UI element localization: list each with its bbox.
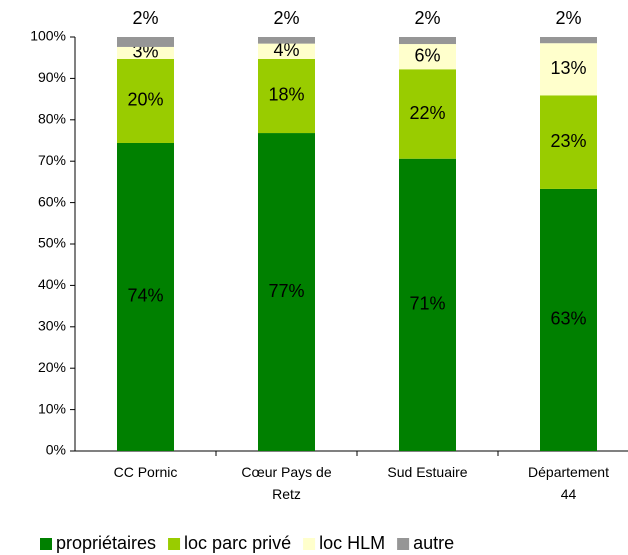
y-tick-label: 60% [38, 193, 66, 209]
bar-segment [540, 188, 597, 452]
bar-segment [399, 158, 456, 451]
y-tick-label: 70% [38, 152, 66, 168]
bar-segment [117, 37, 174, 47]
bar-segment [540, 37, 597, 44]
data-label: 74% [127, 286, 163, 306]
data-label: 2% [555, 8, 581, 28]
y-tick-label: 40% [38, 276, 66, 292]
x-tick-label: CC Pornic [113, 464, 178, 480]
y-tick-label: 10% [38, 400, 66, 416]
legend-label: propriétaires [56, 533, 156, 553]
x-tick-label: Département 44 [528, 464, 609, 502]
legend-swatch [397, 538, 410, 550]
data-label: 63% [550, 309, 586, 329]
legend-swatch [168, 538, 181, 550]
bar-segment [399, 69, 456, 159]
y-tick-label: 30% [38, 318, 66, 334]
bar-segment [258, 37, 315, 44]
y-tick-label: 20% [38, 359, 66, 375]
data-label: 18% [268, 85, 304, 105]
bar-segment [117, 46, 174, 59]
bar-segment [399, 37, 456, 45]
y-tick-label: 90% [38, 69, 66, 85]
data-label: 2% [273, 8, 299, 28]
bar-segment [399, 44, 456, 70]
data-label: 6% [414, 45, 440, 65]
legend-label: loc HLM [319, 533, 385, 553]
data-label: 20% [127, 90, 163, 110]
legend-swatch [303, 538, 316, 550]
data-label: 23% [550, 131, 586, 151]
legend-label: autre [413, 533, 454, 553]
data-label: 71% [409, 294, 445, 314]
data-label: 2% [414, 8, 440, 28]
data-label: 4% [273, 40, 299, 60]
bar-segment [117, 142, 174, 451]
data-label: 2% [132, 8, 158, 28]
y-tick-label: 100% [30, 28, 66, 44]
y-tick-label: 80% [38, 111, 66, 127]
bar-segment [540, 95, 597, 189]
legend-swatch [40, 538, 52, 550]
data-label: 77% [268, 281, 304, 301]
bar-segment [117, 58, 174, 143]
x-tick-label: Cœur Pays de Retz [241, 464, 332, 502]
legend-label: loc parc privé [184, 533, 291, 553]
data-label: 13% [550, 58, 586, 78]
bar-segment [258, 43, 315, 59]
bar-segment [258, 133, 315, 451]
data-label: 22% [409, 103, 445, 123]
y-tick-label: 50% [38, 235, 66, 251]
x-tick-label: Sud Estuaire [387, 464, 468, 480]
y-tick-label: 0% [46, 442, 66, 458]
bar-segment [258, 58, 315, 134]
bar-segment [540, 43, 597, 96]
